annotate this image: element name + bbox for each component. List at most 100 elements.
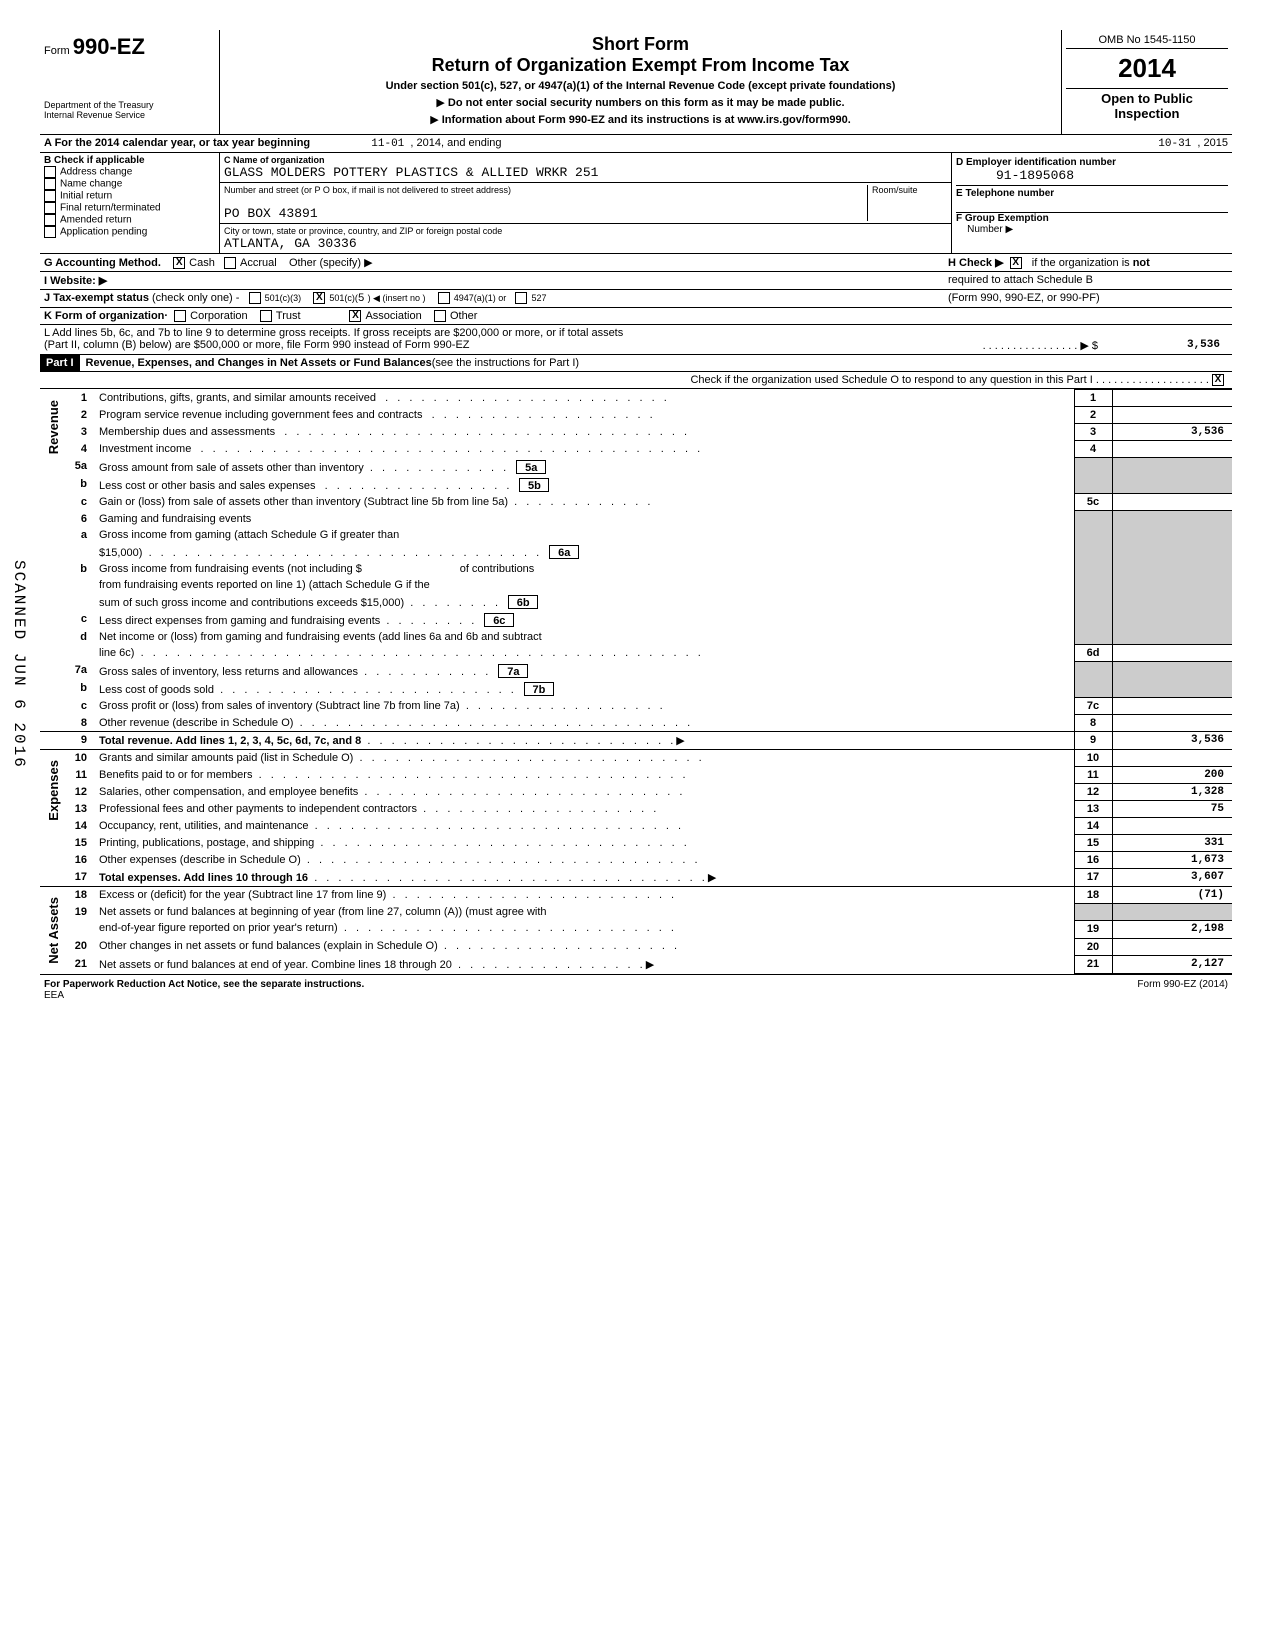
l5c-text: Gain or (loss) from sale of assets other… <box>99 496 508 508</box>
checkbox-final-return[interactable] <box>44 202 56 214</box>
l11-val: 200 <box>1112 767 1232 784</box>
checkbox-4947[interactable] <box>438 292 450 304</box>
label-other-method: Other (specify) ▶ <box>289 257 373 269</box>
room-label: Room/suite <box>867 185 947 221</box>
l18-num: 18 <box>67 886 95 904</box>
form-number: 990-EZ <box>73 34 145 59</box>
checkbox-other-org[interactable] <box>434 310 446 322</box>
l11-text: Benefits paid to or for members <box>99 769 252 781</box>
group-number: Number ▶ <box>967 224 1013 235</box>
l3-text: Membership dues and assessments <box>99 426 275 438</box>
label-501c: 501(c)( <box>329 293 358 303</box>
inspection: Inspection <box>1114 106 1179 121</box>
l7a-num: 7a <box>67 662 95 680</box>
l18-box: 18 <box>1074 886 1112 904</box>
l20-num: 20 <box>67 938 95 956</box>
l10-text: Grants and similar amounts paid (list in… <box>99 752 353 764</box>
l14-text: Occupancy, rent, utilities, and maintena… <box>99 820 309 832</box>
checkbox-app-pending[interactable] <box>44 226 56 238</box>
l11-box: 11 <box>1074 767 1112 784</box>
l15-val: 331 <box>1112 835 1232 852</box>
line-k: K Form of organization· Corporation Trus… <box>40 308 1232 325</box>
l13-val: 75 <box>1112 801 1232 818</box>
label-final-return: Final return/terminated <box>60 203 161 214</box>
checkbox-assoc[interactable] <box>349 310 361 322</box>
l9-text: Total revenue. Add lines 1, 2, 3, 4, 5c,… <box>99 735 361 747</box>
l18-val: (71) <box>1112 886 1232 904</box>
l8-text: Other revenue (describe in Schedule O) <box>99 717 293 729</box>
checkbox-cash[interactable] <box>173 257 185 269</box>
label-app-pending: Application pending <box>60 227 147 238</box>
l15-text: Printing, publications, postage, and shi… <box>99 837 314 849</box>
l18-text: Excess or (deficit) for the year (Subtra… <box>99 889 386 901</box>
l16-val: 1,673 <box>1112 852 1232 869</box>
l4-box: 4 <box>1074 441 1112 458</box>
501c-num: 5 <box>358 293 365 305</box>
label-501c3: 501(c)(3) <box>265 293 302 303</box>
label-527: 527 <box>531 293 546 303</box>
l2-num: 2 <box>67 407 95 424</box>
checkbox-initial-return[interactable] <box>44 190 56 202</box>
checkbox-name-change[interactable] <box>44 178 56 190</box>
gross-receipts-value: 3,536 <box>1098 339 1228 352</box>
checkbox-corp[interactable] <box>174 310 186 322</box>
l17-text: Total expenses. Add lines 10 through 16 <box>99 872 308 884</box>
l1-num: 1 <box>67 390 95 407</box>
l1-text: Contributions, gifts, grants, and simila… <box>99 392 376 404</box>
checkbox-527[interactable] <box>515 292 527 304</box>
checkbox-amended[interactable] <box>44 214 56 226</box>
l7a-text: Gross sales of inventory, less returns a… <box>99 666 358 678</box>
section-a: A For the 2014 calendar year, or tax yea… <box>40 135 1232 153</box>
line-j-label: J Tax-exempt status <box>44 292 149 304</box>
l7c-num: c <box>67 698 95 715</box>
schedule-o-row: Check if the organization used Schedule … <box>40 372 1232 389</box>
l8-box: 8 <box>1074 715 1112 732</box>
checkbox-trust[interactable] <box>260 310 272 322</box>
side-netassets: Net Assets <box>44 889 63 972</box>
line-g-label: G Accounting Method. <box>44 257 161 269</box>
l7a-ibox: 7a <box>498 664 528 678</box>
checkbox-501c[interactable] <box>313 292 325 304</box>
main-table: Revenue 1Contributions, gifts, grants, a… <box>40 389 1232 974</box>
l7c-box: 7c <box>1074 698 1112 715</box>
omb-number: OMB No 1545-1150 <box>1066 34 1228 49</box>
l6d-text2: line 6c) <box>99 647 134 659</box>
notice-ssn: Do not enter social security numbers on … <box>448 97 845 109</box>
l5b-num: b <box>67 476 95 494</box>
checkbox-schedule-b[interactable] <box>1010 257 1022 269</box>
checkbox-address-change[interactable] <box>44 166 56 178</box>
l3-num: 3 <box>67 424 95 441</box>
tax-year: 2014 <box>1066 49 1228 88</box>
label-4947: 4947(a)(1) or <box>454 293 507 303</box>
l20-box: 20 <box>1074 938 1112 956</box>
ein-label: D Employer identification number <box>956 157 1116 168</box>
l19-text: Net assets or fund balances at beginning… <box>95 904 1074 921</box>
l6c-text: Less direct expenses from gaming and fun… <box>99 615 380 627</box>
title-return: Return of Organization Exempt From Incom… <box>228 55 1053 76</box>
title-short-form: Short Form <box>228 34 1053 55</box>
l1-box: 1 <box>1074 390 1112 407</box>
l6b-ibox: 6b <box>508 595 538 609</box>
l5a-text: Gross amount from sale of assets other t… <box>99 462 364 474</box>
l6b-text2: of contributions <box>460 563 535 575</box>
checkbox-accrual[interactable] <box>224 257 236 269</box>
l12-num: 12 <box>67 784 95 801</box>
label-name-change: Name change <box>60 179 122 190</box>
l9-box: 9 <box>1074 732 1112 750</box>
org-name: GLASS MOLDERS POTTERY PLASTICS & ALLIED … <box>224 165 947 180</box>
ein-value: 91-1895068 <box>956 168 1074 183</box>
l4-num: 4 <box>67 441 95 458</box>
l14-box: 14 <box>1074 818 1112 835</box>
l5c-box: 5c <box>1074 494 1112 511</box>
l2-box: 2 <box>1074 407 1112 424</box>
notice-info: Information about Form 990-EZ and its in… <box>442 114 851 126</box>
l19-val: 2,198 <box>1112 920 1232 938</box>
l21-text: Net assets or fund balances at end of ye… <box>99 959 452 971</box>
checkbox-501c3[interactable] <box>249 292 261 304</box>
part1-title: Revenue, Expenses, and Changes in Net As… <box>86 357 432 369</box>
label-501c-end: ) ◀ (insert no ) <box>368 293 426 303</box>
checkbox-schedule-o[interactable] <box>1212 374 1224 386</box>
label-corp: Corporation <box>190 310 247 322</box>
line-l-text2: (Part II, column (B) below) are $500,000… <box>44 339 470 352</box>
section-a-label: A For the 2014 calendar year, or tax yea… <box>44 137 310 149</box>
